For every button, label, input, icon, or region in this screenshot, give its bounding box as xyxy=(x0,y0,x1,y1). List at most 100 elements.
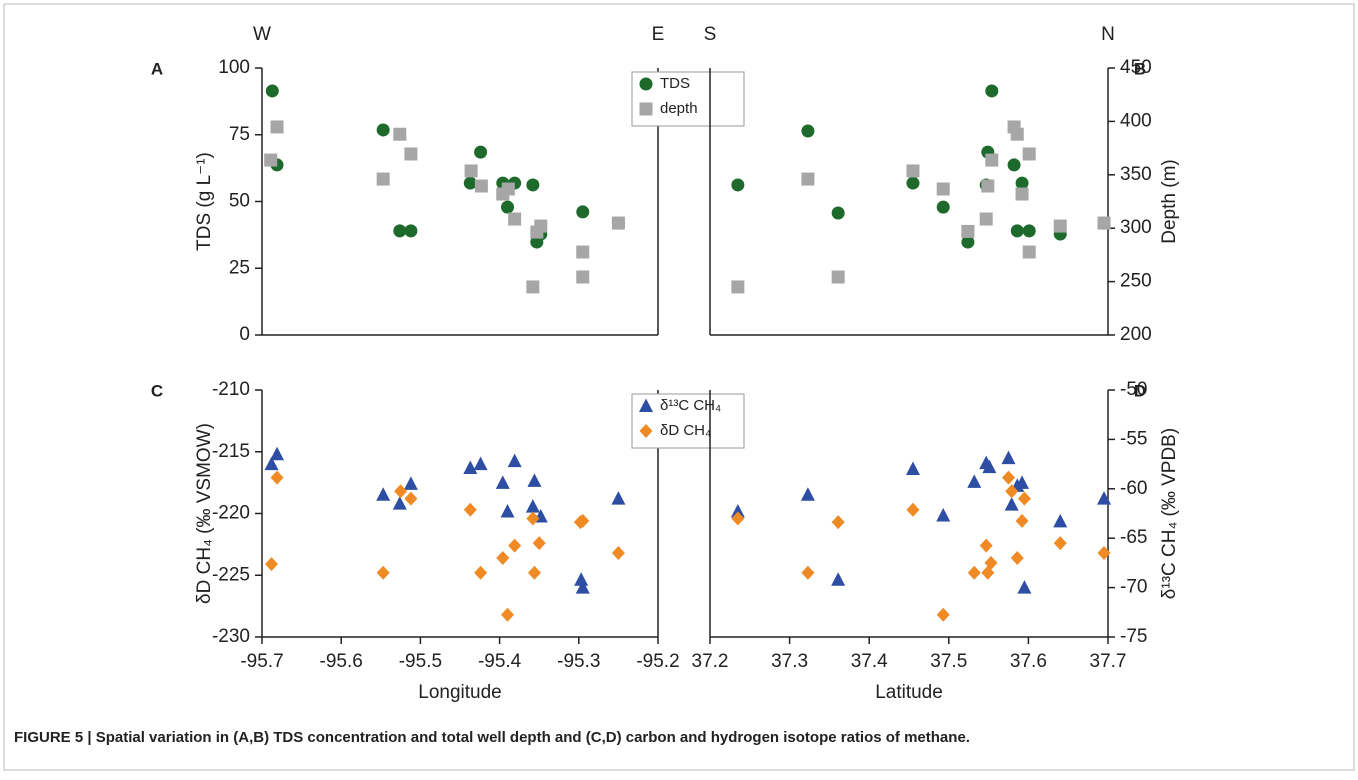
x-tick-label: -95.7 xyxy=(240,651,283,672)
data-point xyxy=(979,212,993,226)
y2-tick-label: 400 xyxy=(1120,110,1152,131)
data-point xyxy=(1004,497,1019,511)
y2-axis-label: δ¹³C CH₄ (‰ VPDB) xyxy=(1159,428,1180,599)
data-point xyxy=(1017,580,1032,594)
data-point xyxy=(1097,216,1111,230)
data-point xyxy=(1002,470,1015,485)
data-point xyxy=(525,499,540,513)
data-point xyxy=(376,565,390,580)
legend-label: depth xyxy=(660,100,698,117)
data-point xyxy=(526,511,540,526)
data-point xyxy=(611,546,625,561)
data-point xyxy=(393,127,407,141)
data-point xyxy=(500,504,515,518)
y2-tick-label: -50 xyxy=(1120,379,1147,400)
data-point xyxy=(403,476,418,490)
legend-marker xyxy=(639,102,653,116)
y-axis-label: TDS (g L⁻¹) xyxy=(194,152,215,251)
data-point xyxy=(982,459,997,474)
data-point xyxy=(576,245,590,259)
data-point xyxy=(1015,475,1030,489)
data-point xyxy=(985,84,999,98)
data-point xyxy=(731,280,745,294)
figure-frame xyxy=(3,3,1355,771)
data-point xyxy=(265,557,279,572)
data-point xyxy=(394,484,408,499)
data-point xyxy=(376,123,390,137)
data-point xyxy=(464,164,478,178)
caption: FIGURE 5 | Spatial variation in (A,B) TD… xyxy=(14,729,970,746)
data-point xyxy=(574,572,589,586)
y2-tick-label: -55 xyxy=(1120,428,1147,449)
legend-marker xyxy=(639,398,653,412)
data-point xyxy=(831,270,845,284)
legend-label: TDS xyxy=(660,75,690,92)
data-point xyxy=(532,536,546,551)
data-point xyxy=(508,538,522,553)
data-point xyxy=(463,502,477,517)
y2-axis-label: Depth (m) xyxy=(1159,159,1180,243)
data-point xyxy=(507,453,522,468)
data-point xyxy=(979,538,993,553)
y-tick-label: -230 xyxy=(212,626,250,647)
x-tick-label: -95.4 xyxy=(478,651,522,672)
x-tick-label: 37.7 xyxy=(1090,651,1127,672)
data-point xyxy=(264,456,279,471)
data-point xyxy=(831,572,846,586)
x-tick-label: 37.2 xyxy=(692,651,729,672)
x-axis-label: Latitude xyxy=(875,682,943,703)
y2-tick-label: -65 xyxy=(1120,527,1147,548)
data-point xyxy=(936,507,951,522)
data-point xyxy=(967,565,981,580)
data-point xyxy=(575,580,590,594)
data-point xyxy=(1010,550,1024,565)
data-point xyxy=(1022,224,1036,238)
data-point xyxy=(376,172,390,186)
data-point xyxy=(1010,224,1024,238)
data-point xyxy=(1053,513,1068,528)
y-tick-label: -210 xyxy=(212,379,250,400)
data-point xyxy=(1015,513,1029,528)
data-point xyxy=(495,475,510,489)
data-point xyxy=(1097,546,1111,561)
data-point xyxy=(1022,147,1036,161)
data-point xyxy=(801,124,815,138)
legend-marker xyxy=(639,424,653,438)
data-point xyxy=(611,491,626,505)
data-point xyxy=(501,182,515,196)
direction-label: S xyxy=(704,24,717,45)
y2-tick-label: 300 xyxy=(1120,217,1152,238)
data-point xyxy=(496,550,510,565)
data-point xyxy=(831,515,845,530)
direction-label: N xyxy=(1101,24,1115,45)
data-point xyxy=(474,565,488,580)
data-point xyxy=(801,172,815,186)
data-point xyxy=(474,145,488,159)
data-point xyxy=(376,487,391,501)
data-point xyxy=(463,176,477,190)
data-point xyxy=(936,182,950,196)
y-tick-label: 0 xyxy=(239,324,250,345)
data-point xyxy=(404,147,418,161)
x-tick-label: -95.5 xyxy=(399,651,442,672)
data-point xyxy=(1017,491,1031,506)
y2-tick-label: -70 xyxy=(1120,577,1147,598)
data-point xyxy=(527,565,541,580)
data-point xyxy=(526,178,540,192)
legend-label: δ¹³C CH₄ xyxy=(660,397,721,414)
data-point xyxy=(270,470,284,485)
y-axis-label: δD CH₄ (‰ VSMOW) xyxy=(194,423,215,604)
panel-letter: C xyxy=(151,381,163,400)
data-point xyxy=(906,176,920,190)
y-tick-label: 50 xyxy=(229,191,250,212)
panel-letter: A xyxy=(151,59,163,78)
legend-box xyxy=(631,393,745,449)
data-point xyxy=(985,153,999,167)
data-point xyxy=(270,446,285,461)
data-point xyxy=(463,460,478,475)
direction-label: E xyxy=(652,24,665,45)
data-point xyxy=(1022,245,1036,259)
data-point xyxy=(831,206,845,220)
